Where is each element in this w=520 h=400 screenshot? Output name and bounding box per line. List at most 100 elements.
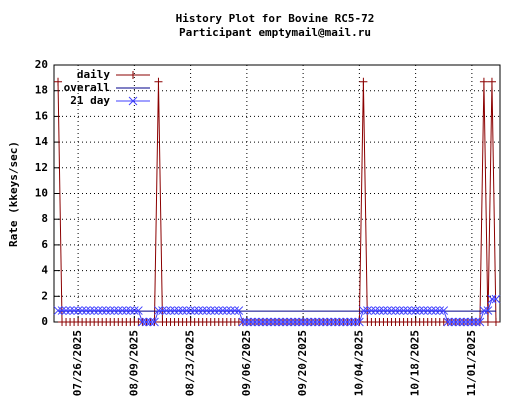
marker (447, 317, 457, 327)
series-line (57, 81, 497, 323)
marker (479, 306, 489, 315)
marker (322, 317, 332, 327)
marker (439, 306, 449, 315)
marker (113, 306, 123, 315)
y-tick-label: 4 (41, 264, 48, 277)
marker (278, 317, 288, 327)
series-line (58, 298, 496, 323)
marker (403, 306, 412, 315)
marker (483, 318, 492, 326)
marker (206, 306, 216, 315)
marker (69, 306, 79, 315)
marker (338, 317, 348, 327)
marker (302, 317, 312, 327)
marker (274, 317, 284, 327)
marker (81, 306, 91, 315)
marker (346, 317, 356, 327)
marker (290, 317, 300, 327)
marker (109, 306, 119, 315)
marker (130, 306, 139, 315)
marker (415, 306, 424, 315)
marker (190, 306, 199, 315)
marker (202, 306, 212, 315)
marker (314, 317, 324, 327)
marker (85, 306, 95, 315)
marker (218, 306, 228, 315)
chart-title: History Plot for Bovine RC5-72 (176, 12, 375, 25)
marker (330, 317, 340, 327)
marker (128, 96, 138, 106)
marker (150, 317, 159, 327)
marker (310, 317, 320, 327)
y-axis-label: Rate (kkeys/sec) (7, 141, 20, 247)
marker (93, 306, 103, 315)
marker (230, 306, 240, 315)
marker (250, 317, 260, 327)
y-tick-label: 10 (35, 187, 48, 200)
marker (407, 306, 416, 315)
marker (178, 306, 187, 315)
marker (174, 306, 183, 315)
marker (487, 77, 496, 86)
marker (318, 317, 328, 327)
marker (266, 317, 276, 327)
marker (411, 306, 420, 315)
marker (154, 306, 163, 315)
marker (282, 317, 292, 327)
marker (391, 306, 400, 315)
marker (214, 306, 224, 315)
legend-label: daily (77, 68, 110, 81)
marker (210, 306, 220, 315)
marker (198, 306, 208, 315)
marker (53, 306, 63, 315)
marker (54, 77, 63, 86)
marker (89, 306, 99, 315)
marker (383, 306, 392, 315)
x-tick-label: 09/20/2025 (296, 330, 309, 396)
marker (487, 294, 497, 304)
x-tick-label: 07/26/2025 (71, 330, 84, 396)
marker (423, 306, 433, 315)
marker (463, 317, 473, 327)
marker (359, 306, 368, 315)
marker (162, 306, 171, 315)
marker (234, 306, 244, 315)
y-tick-label: 8 (41, 212, 48, 225)
marker (182, 306, 191, 315)
marker (443, 317, 453, 327)
marker (355, 317, 364, 327)
marker (399, 306, 408, 315)
y-tick-label: 12 (35, 161, 48, 174)
marker (431, 306, 441, 315)
marker (73, 306, 83, 315)
marker (459, 317, 469, 327)
marker (475, 317, 485, 327)
marker (379, 306, 388, 315)
marker (242, 317, 252, 327)
marker (375, 306, 384, 315)
marker (371, 306, 380, 315)
y-tick-label: 20 (35, 58, 48, 71)
marker (294, 317, 304, 327)
marker (142, 317, 151, 327)
marker (395, 306, 404, 315)
marker (427, 306, 437, 315)
marker (125, 306, 135, 315)
marker (121, 306, 131, 315)
marker (342, 317, 352, 327)
marker (483, 306, 493, 315)
marker (138, 317, 147, 327)
marker (194, 306, 204, 315)
legend-label: overall (64, 81, 110, 94)
marker (65, 306, 75, 315)
y-tick-label: 0 (41, 315, 48, 328)
marker (246, 317, 256, 327)
marker (226, 306, 236, 315)
marker (254, 317, 264, 327)
x-tick-label: 11/01/2025 (465, 330, 478, 396)
legend-label: 21 day (70, 94, 110, 107)
marker (258, 317, 268, 327)
marker (77, 306, 87, 315)
